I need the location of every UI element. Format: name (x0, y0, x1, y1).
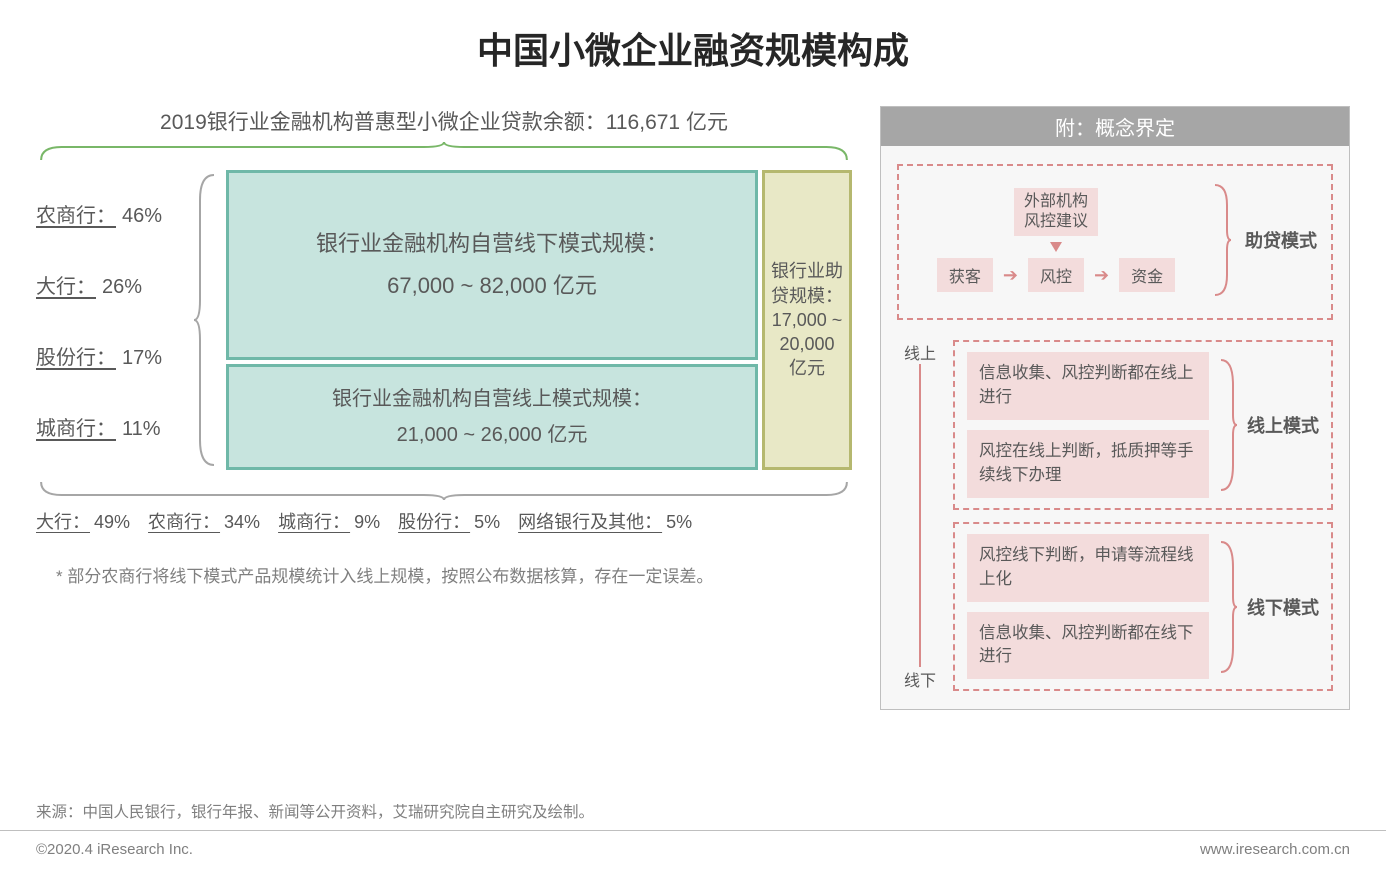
bl-2: 城商行：9% (278, 508, 380, 534)
down-arrow-icon (1050, 242, 1062, 252)
label-gfh: 股份行：17% (36, 341, 186, 370)
top-brace (36, 142, 852, 162)
url: www.iresearch.com.cn (1200, 841, 1350, 858)
brace-2 (1219, 355, 1237, 495)
desc-col: 信息收集、风控判断都在线上进行 风控在线上判断，抵质押等手续线下办理 线上模式 (953, 340, 1333, 691)
bottom-brace (36, 480, 852, 500)
vertical-axis: 线上 线下 (897, 340, 943, 691)
blocks-group: 银行业金融机构自营线下模式规模： 67,000 ~ 82,000 亿元 银行业金… (226, 170, 852, 470)
label-csh: 城商行：11% (36, 412, 186, 441)
total-balance-line: 2019银行业金融机构普惠型小微企业贷款余额：116,671 亿元 (36, 106, 852, 136)
label-dh: 大行：26% (36, 270, 186, 299)
offline-block: 银行业金融机构自营线下模式规模： 67,000 ~ 82,000 亿元 (226, 170, 758, 360)
assist-loan-mode-label: 助贷模式 (1245, 227, 1317, 253)
arrow-right-icon: ➔ (1003, 265, 1018, 286)
external-risk-box: 外部机构 风控建议 (1014, 188, 1098, 236)
offline-desc-1: 风控线下判断，申请等流程线上化 (967, 534, 1209, 602)
assist-loan-definition: 外部机构 风控建议 获客 ➔ 风控 ➔ 资金 助贷模式 (897, 164, 1333, 320)
label-ncsh: 农商行：46% (36, 199, 186, 228)
assist-loan-block: 银行业助贷规模： 17,000 ~ 20,000 亿元 (762, 170, 852, 470)
left-panel: 2019银行业金融机构普惠型小微企业贷款余额：116,671 亿元 农商行：46… (36, 106, 852, 710)
bl-3: 股份行：5% (398, 508, 500, 534)
main-title: 中国小微企业融资规模构成 (0, 0, 1386, 106)
online-mode-group: 信息收集、风控判断都在线上进行 风控在线上判断，抵质押等手续线下办理 线上模式 (953, 340, 1333, 510)
source-line: 来源：中国人民银行，银行年报、新闻等公开资料，艾瑞研究院自主研究及绘制。 (36, 800, 594, 822)
online-desc-1: 信息收集、风控判断都在线上进行 (967, 352, 1209, 420)
online-offline-definition: 线上 线下 信息收集、风控判断都在线上进行 风控在线上判断，抵质押等手续线下办理 (897, 340, 1333, 691)
blocks-col-left: 银行业金融机构自营线下模式规模： 67,000 ~ 82,000 亿元 银行业金… (226, 170, 758, 470)
left-brace (194, 170, 218, 470)
online-desc-2: 风控在线上判断，抵质押等手续线下办理 (967, 430, 1209, 498)
flow-wrap: 外部机构 风控建议 获客 ➔ 风控 ➔ 资金 (913, 188, 1199, 292)
right-panel: 附：概念界定 外部机构 风控建议 获客 ➔ 风控 ➔ 资金 (880, 106, 1350, 710)
step-fund: 资金 (1119, 258, 1175, 292)
bottom-labels: 大行：49% 农商行：34% 城商行：9% 股份行：5% 网络银行及其他：5% (36, 508, 852, 534)
left-side-labels: 农商行：46% 大行：26% 股份行：17% 城商行：11% (36, 170, 186, 470)
footnote: * 部分农商行将线下模式产品规模统计入线上规模，按照公布数据核算，存在一定误差。 (56, 562, 852, 587)
bl-4: 网络银行及其他：5% (518, 508, 692, 534)
definition-header: 附：概念界定 (881, 107, 1349, 146)
step-risk: 风控 (1028, 258, 1084, 292)
bl-1: 农商行：34% (148, 508, 260, 534)
footer: ©2020.4 iResearch Inc. www.iresearch.com… (0, 830, 1386, 870)
offline-mode-group: 风控线下判断，申请等流程线上化 信息收集、风控判断都在线下进行 线下模式 (953, 522, 1333, 692)
diagram-row: 农商行：46% 大行：26% 股份行：17% 城商行：11% (36, 170, 852, 470)
copyright: ©2020.4 iResearch Inc. (36, 841, 193, 858)
arrow-right-icon: ➔ (1094, 265, 1109, 286)
step-acquire: 获客 (937, 258, 993, 292)
online-block: 银行业金融机构自营线上模式规模： 21,000 ~ 26,000 亿元 (226, 364, 758, 470)
offline-mode-label: 线下模式 (1247, 594, 1319, 620)
flow-row: 获客 ➔ 风控 ➔ 资金 (937, 258, 1175, 292)
definition-box: 附：概念界定 外部机构 风控建议 获客 ➔ 风控 ➔ 资金 (880, 106, 1350, 710)
online-mode-label: 线上模式 (1247, 412, 1319, 438)
brace-1 (1213, 180, 1231, 300)
brace-3 (1219, 537, 1237, 677)
content-area: 2019银行业金融机构普惠型小微企业贷款余额：116,671 亿元 农商行：46… (0, 106, 1386, 710)
offline-desc-2: 信息收集、风控判断都在线下进行 (967, 612, 1209, 680)
bl-0: 大行：49% (36, 508, 130, 534)
